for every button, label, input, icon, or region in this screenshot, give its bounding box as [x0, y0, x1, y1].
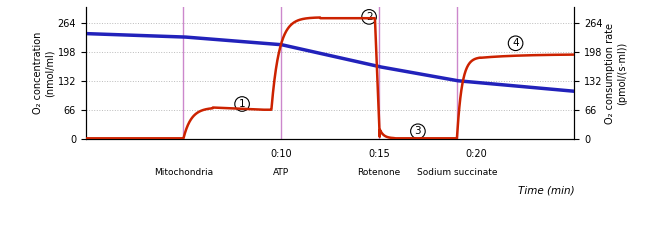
Text: ATP: ATP — [273, 168, 289, 177]
Text: 1: 1 — [239, 99, 246, 109]
Text: Mitochondria: Mitochondria — [154, 168, 213, 177]
Text: Rotenone: Rotenone — [357, 168, 401, 177]
Y-axis label: O₂ consumption rate
(pmol/(s·ml)): O₂ consumption rate (pmol/(s·ml)) — [605, 23, 627, 124]
Text: 4: 4 — [512, 38, 519, 48]
Text: 3: 3 — [414, 126, 421, 136]
Text: 2: 2 — [366, 12, 372, 22]
Text: Time (min): Time (min) — [517, 186, 574, 195]
Text: Sodium succinate: Sodium succinate — [416, 168, 497, 177]
Y-axis label: O₂ concentration
(nmol/ml): O₂ concentration (nmol/ml) — [33, 32, 55, 114]
